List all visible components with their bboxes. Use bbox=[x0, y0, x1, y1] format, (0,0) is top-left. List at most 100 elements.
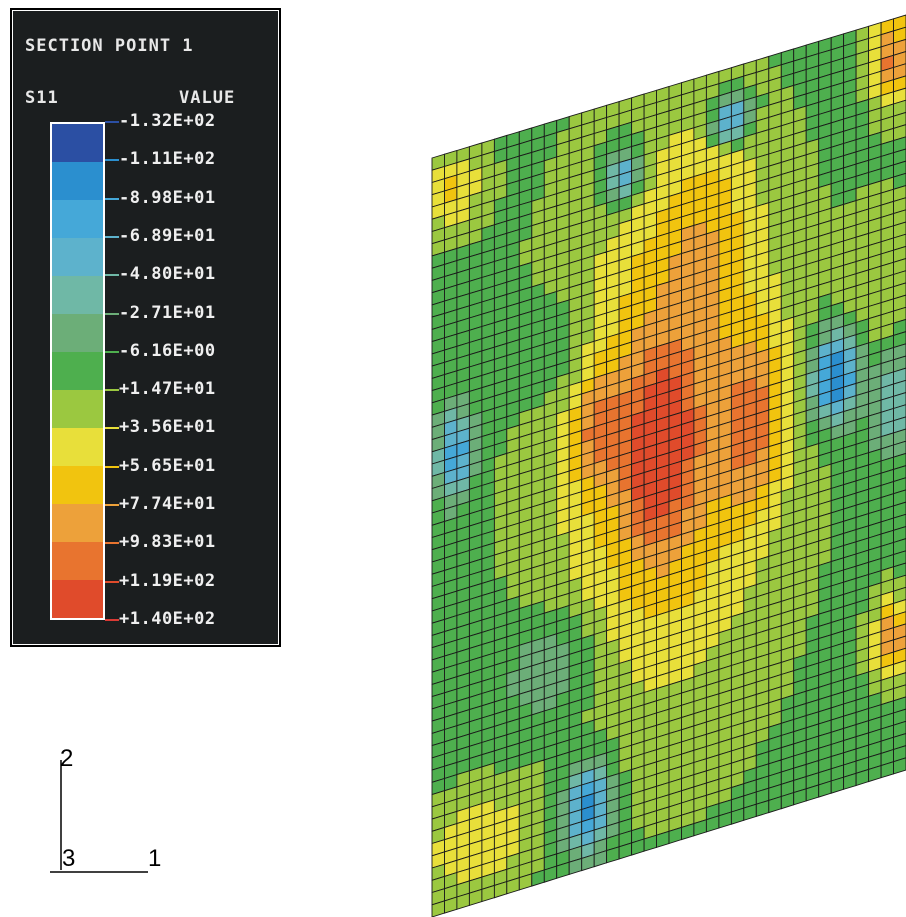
mesh-element bbox=[893, 733, 906, 751]
legend-title: SECTION POINT 1 bbox=[25, 36, 194, 56]
axis-triad: 2 3 1 bbox=[40, 745, 180, 885]
legend-band bbox=[52, 314, 103, 352]
legend-value-label: -2.71E+01 bbox=[119, 302, 216, 323]
legend-tick bbox=[105, 504, 119, 507]
mesh-element bbox=[893, 465, 906, 483]
mesh-element bbox=[893, 416, 906, 434]
mesh-element bbox=[893, 696, 906, 714]
legend-variable: S11 bbox=[25, 88, 59, 108]
mesh-element bbox=[893, 477, 906, 495]
mesh-element bbox=[893, 635, 906, 653]
contour-legend: SECTION POINT 1 S11 VALUE -1.32E+02 -1.11… bbox=[10, 8, 281, 647]
mesh-element bbox=[893, 185, 906, 203]
mesh-element bbox=[893, 404, 906, 422]
legend-band bbox=[52, 466, 103, 504]
mesh-element bbox=[893, 294, 906, 312]
legend-value-label: -8.98E+01 bbox=[119, 187, 216, 208]
mesh-element bbox=[893, 99, 906, 117]
mesh-element bbox=[893, 245, 906, 263]
legend-value-label: +1.19E+02 bbox=[119, 570, 216, 591]
mesh-elements bbox=[431, 14, 906, 917]
legend-band bbox=[52, 580, 103, 618]
legend-tick bbox=[105, 274, 119, 277]
legend-band bbox=[52, 390, 103, 428]
mesh-element bbox=[893, 379, 906, 397]
legend-tick bbox=[105, 542, 119, 545]
mesh-element bbox=[893, 148, 906, 166]
mesh-element bbox=[893, 197, 906, 215]
mesh-element bbox=[893, 282, 906, 300]
axis-2-label: 2 bbox=[60, 745, 74, 772]
legend-value-label: -1.11E+02 bbox=[119, 149, 216, 170]
legend-tick bbox=[105, 427, 119, 430]
legend-colorbar bbox=[50, 122, 105, 620]
mesh-element bbox=[893, 708, 906, 726]
mesh-element bbox=[893, 623, 906, 641]
mesh-element bbox=[893, 221, 906, 239]
mesh-element bbox=[893, 87, 906, 105]
mesh-element bbox=[893, 75, 906, 93]
legend-band bbox=[52, 162, 103, 200]
legend-band bbox=[52, 124, 103, 162]
mesh-element bbox=[893, 392, 906, 410]
mesh-element bbox=[893, 14, 906, 32]
triad-lines-icon bbox=[50, 760, 148, 873]
legend-band bbox=[52, 352, 103, 390]
legend-tick bbox=[105, 350, 119, 353]
mesh-element bbox=[893, 599, 906, 617]
mesh-element bbox=[893, 501, 906, 519]
mesh-element bbox=[893, 611, 906, 629]
legend-value-label: -1.32E+02 bbox=[119, 111, 216, 131]
mesh-element bbox=[893, 306, 906, 324]
mesh-element bbox=[893, 233, 906, 251]
mesh-element bbox=[893, 209, 906, 227]
mesh-element bbox=[893, 343, 906, 361]
mesh-element bbox=[893, 550, 906, 568]
mesh-element bbox=[893, 318, 906, 337]
mesh-element bbox=[893, 526, 906, 544]
legend-value-label: +9.83E+01 bbox=[119, 532, 216, 553]
mesh-element bbox=[893, 586, 906, 605]
mesh-element bbox=[893, 720, 906, 738]
mesh-element bbox=[893, 124, 906, 142]
axis-1-label: 1 bbox=[148, 845, 162, 872]
legend-tick bbox=[105, 197, 119, 200]
mesh-element bbox=[893, 440, 906, 458]
legend-value-header: VALUE bbox=[179, 88, 236, 108]
mesh-element bbox=[893, 331, 906, 349]
legend-tick bbox=[105, 159, 119, 162]
mesh-element bbox=[893, 172, 906, 190]
legend-value-label: -6.16E+00 bbox=[119, 340, 216, 361]
legend-value-label: +1.40E+02 bbox=[119, 609, 216, 629]
legend-band bbox=[52, 238, 103, 276]
mesh-element bbox=[893, 38, 906, 56]
legend-tick bbox=[105, 465, 119, 468]
legend-band bbox=[52, 428, 103, 466]
legend-band bbox=[52, 276, 103, 314]
mesh-element bbox=[893, 672, 906, 690]
mesh-element bbox=[893, 51, 906, 69]
mesh-element bbox=[893, 757, 906, 775]
legend-value-label: -4.80E+01 bbox=[119, 264, 216, 285]
legend-band bbox=[52, 504, 103, 542]
mesh-element bbox=[893, 647, 906, 665]
legend-tick bbox=[105, 312, 119, 315]
mesh-element bbox=[893, 136, 906, 154]
legend-tick bbox=[105, 235, 119, 238]
mesh-element bbox=[893, 489, 906, 507]
mesh-element bbox=[893, 26, 906, 44]
mesh-element bbox=[893, 355, 906, 373]
legend-value-label: +5.65E+01 bbox=[119, 455, 216, 476]
legend-tick bbox=[105, 389, 119, 392]
mesh-element bbox=[893, 428, 906, 446]
legend-value-label: +1.47E+01 bbox=[119, 379, 216, 400]
legend-value-label: +3.56E+01 bbox=[119, 417, 216, 438]
mesh-element bbox=[893, 574, 906, 592]
legend-tick bbox=[105, 121, 119, 123]
legend-band bbox=[52, 542, 103, 580]
legend-value-label: -6.89E+01 bbox=[119, 225, 216, 246]
legend-value-label: +7.74E+01 bbox=[119, 494, 216, 515]
mesh-element bbox=[893, 538, 906, 556]
legend-tick bbox=[105, 619, 119, 621]
